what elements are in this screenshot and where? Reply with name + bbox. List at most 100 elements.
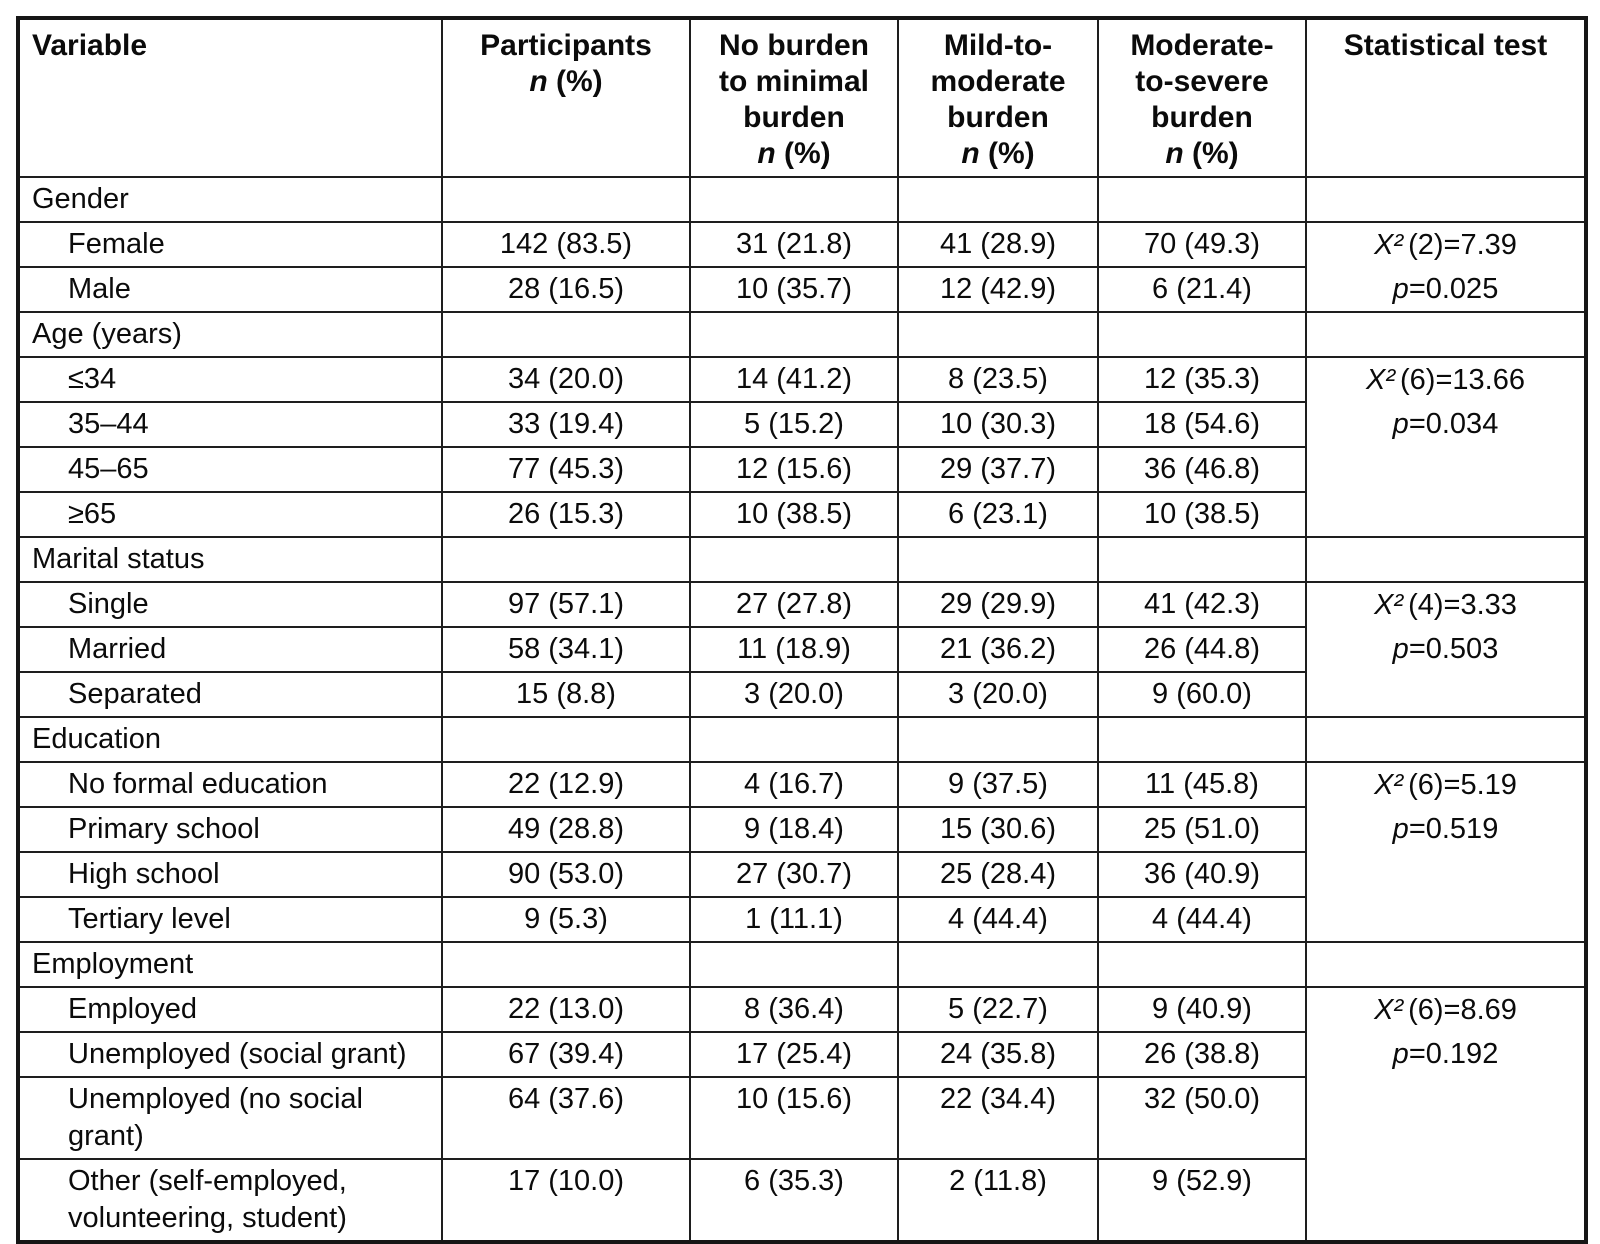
section-row-education: Education <box>17 716 1587 763</box>
table-row: Employed 22 (13.0) 8 (36.4) 5 (22.7) 9 (… <box>17 986 1587 1243</box>
table-row: Male 28 (16.5) 10 (35.7) 12 (42.9) 6 (21… <box>17 266 1586 313</box>
mild-cell: 2 (11.8) <box>897 1158 1099 1243</box>
table-row: Married 58 (34.1) 11 (18.9) 21 (36.2) 26… <box>17 626 1586 673</box>
stat-test-cell: X² (6)=13.66 p=0.034 <box>1305 356 1587 538</box>
section-label: Education <box>17 716 443 763</box>
row-label: Unemployed (social grant) <box>17 1031 443 1078</box>
header-participants-npct: n (%) <box>529 65 603 98</box>
moderate-cell: 32 (50.0) <box>1097 1076 1307 1160</box>
moderate-cell: 9 (60.0) <box>1097 671 1307 718</box>
participants-cell: 22 (13.0) <box>441 986 691 1033</box>
table-row: 45–65 77 (45.3) 12 (15.6) 29 (37.7) 36 (… <box>17 446 1586 493</box>
demographics-table: Variable Participants n (%) No burden to… <box>16 16 1588 1244</box>
row-label: Unemployed (no social grant) <box>17 1076 443 1160</box>
participants-cell: 49 (28.8) <box>441 806 691 853</box>
p-value: p=0.192 <box>1392 1038 1499 1070</box>
stat-test-cell: X² (2)=7.39 p=0.025 <box>1305 221 1587 313</box>
chi-square-value: X² (6)=8.69 <box>1374 994 1517 1026</box>
moderate-cell: 26 (38.8) <box>1097 1031 1307 1078</box>
participants-cell: 142 (83.5) <box>441 221 691 268</box>
no-burden-cell: 14 (41.2) <box>689 356 899 403</box>
mild-cell: 10 (30.3) <box>897 401 1099 448</box>
row-label: ≤34 <box>17 356 443 403</box>
section-label: Age (years) <box>17 311 443 358</box>
mild-cell: 9 (37.5) <box>897 761 1099 808</box>
table-row: Female 142 (83.5) 31 (21.8) 41 (28.9) 70… <box>17 221 1587 313</box>
header-variable-label: Variable <box>32 29 148 62</box>
header-no-burden-npct: n (%) <box>757 137 831 170</box>
row-label: Male <box>17 266 443 313</box>
moderate-cell: 25 (51.0) <box>1097 806 1307 853</box>
participants-cell: 58 (34.1) <box>441 626 691 673</box>
moderate-cell: 26 (44.8) <box>1097 626 1307 673</box>
table-row: Unemployed (social grant) 67 (39.4) 17 (… <box>17 1031 1586 1078</box>
table-row: Separated 15 (8.8) 3 (20.0) 3 (20.0) 9 (… <box>17 671 1586 718</box>
moderate-cell: 18 (54.6) <box>1097 401 1307 448</box>
table-row: Primary school 49 (28.8) 9 (18.4) 15 (30… <box>17 806 1586 853</box>
mild-cell: 4 (44.4) <box>897 896 1099 943</box>
participants-cell: 90 (53.0) <box>441 851 691 898</box>
no-burden-cell: 10 (35.7) <box>689 266 899 313</box>
section-row-employment: Employment <box>17 941 1587 988</box>
section-label: Employment <box>17 941 443 988</box>
row-label: ≥65 <box>17 491 443 538</box>
mild-cell: 8 (23.5) <box>897 356 1099 403</box>
row-label: Married <box>17 626 443 673</box>
no-burden-cell: 6 (35.3) <box>689 1158 899 1243</box>
mild-cell: 22 (34.4) <box>897 1076 1099 1160</box>
row-label: No formal education <box>17 761 443 808</box>
header-statistical-test: Statistical test <box>1305 17 1587 178</box>
moderate-cell: 36 (40.9) <box>1097 851 1307 898</box>
no-burden-cell: 8 (36.4) <box>689 986 899 1033</box>
moderate-cell: 41 (42.3) <box>1097 581 1307 628</box>
row-label: Single <box>17 581 443 628</box>
row-label: High school <box>17 851 443 898</box>
mild-cell: 29 (37.7) <box>897 446 1099 493</box>
moderate-cell: 12 (35.3) <box>1097 356 1307 403</box>
row-label: 35–44 <box>17 401 443 448</box>
moderate-cell: 9 (52.9) <box>1097 1158 1307 1243</box>
participants-cell: 97 (57.1) <box>441 581 691 628</box>
no-burden-cell: 3 (20.0) <box>689 671 899 718</box>
mild-cell: 15 (30.6) <box>897 806 1099 853</box>
header-participants: Participants n (%) <box>441 17 691 178</box>
section-row-marital-status: Marital status <box>17 536 1587 583</box>
chi-square-value: X² (2)=7.39 <box>1374 229 1517 261</box>
row-label: Employed <box>17 986 443 1033</box>
no-burden-cell: 27 (30.7) <box>689 851 899 898</box>
participants-cell: 28 (16.5) <box>441 266 691 313</box>
mild-cell: 12 (42.9) <box>897 266 1099 313</box>
header-mild: Mild-to- moderate burden n (%) <box>897 17 1099 178</box>
moderate-cell: 9 (40.9) <box>1097 986 1307 1033</box>
stat-test-cell: X² (4)=3.33 p=0.503 <box>1305 581 1587 718</box>
header-moderate: Moderate- to-severe burden n (%) <box>1097 17 1307 178</box>
table-row: Unemployed (no social grant) 64 (37.6) 1… <box>17 1076 1586 1160</box>
no-burden-cell: 11 (18.9) <box>689 626 899 673</box>
participants-cell: 17 (10.0) <box>441 1158 691 1243</box>
moderate-cell: 4 (44.4) <box>1097 896 1307 943</box>
header-moderate-npct: n (%) <box>1165 137 1239 170</box>
moderate-cell: 70 (49.3) <box>1097 221 1307 268</box>
table-row: ≤34 34 (20.0) 14 (41.2) 8 (23.5) 12 (35.… <box>17 356 1587 538</box>
participants-cell: 77 (45.3) <box>441 446 691 493</box>
no-burden-cell: 12 (15.6) <box>689 446 899 493</box>
section-row-gender: Gender <box>17 176 1587 223</box>
table-row: No formal education 22 (12.9) 4 (16.7) 9… <box>17 761 1587 943</box>
moderate-cell: 6 (21.4) <box>1097 266 1307 313</box>
stat-test-cell: X² (6)=5.19 p=0.519 <box>1305 761 1587 943</box>
chi-square-value: X² (6)=5.19 <box>1374 769 1517 801</box>
moderate-cell: 10 (38.5) <box>1097 491 1307 538</box>
mild-cell: 24 (35.8) <box>897 1031 1099 1078</box>
row-label: 45–65 <box>17 446 443 493</box>
p-value: p=0.519 <box>1392 813 1499 845</box>
participants-cell: 9 (5.3) <box>441 896 691 943</box>
row-label: Primary school <box>17 806 443 853</box>
p-value: p=0.025 <box>1392 273 1499 305</box>
row-label: Tertiary level <box>17 896 443 943</box>
no-burden-cell: 10 (15.6) <box>689 1076 899 1160</box>
mild-cell: 3 (20.0) <box>897 671 1099 718</box>
moderate-cell: 11 (45.8) <box>1097 761 1307 808</box>
row-label: Female <box>17 221 443 268</box>
row-label: Separated <box>17 671 443 718</box>
page: Variable Participants n (%) No burden to… <box>16 16 1588 1244</box>
